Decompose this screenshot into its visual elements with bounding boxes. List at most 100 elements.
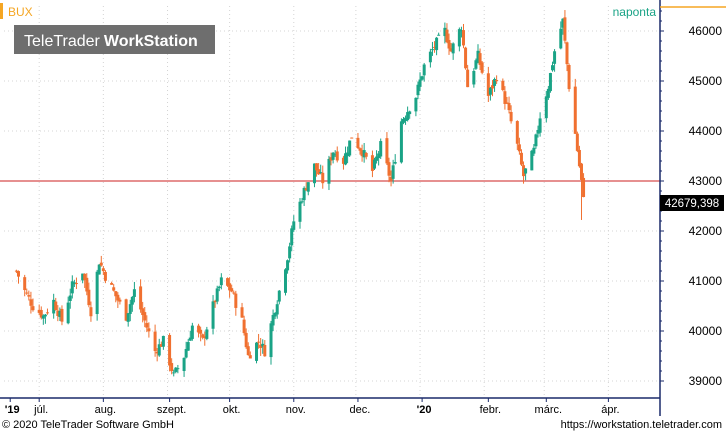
candle-body <box>184 348 188 358</box>
candle-body <box>232 292 236 294</box>
candle <box>271 309 275 332</box>
candle-body <box>350 137 354 139</box>
candle <box>217 285 221 292</box>
candle-body <box>205 329 209 339</box>
candle-body <box>172 372 176 374</box>
candle <box>437 32 441 36</box>
candle-body <box>85 277 89 292</box>
candle <box>184 341 188 359</box>
candle <box>128 299 132 322</box>
candle-body <box>170 363 174 372</box>
candle-body <box>331 152 335 160</box>
x-axis: '19 júl. aug. szept. okt. nov. dec. '20 febr. már… <box>5 398 620 416</box>
candle-body <box>317 169 321 175</box>
candle-body <box>23 277 27 291</box>
interval-label[interactable]: naponta <box>613 5 657 19</box>
candle <box>201 333 205 340</box>
candle-body <box>263 344 267 357</box>
candle <box>275 300 279 319</box>
candle-body <box>230 288 234 292</box>
candle-body <box>524 168 528 174</box>
candle <box>422 62 426 82</box>
candle-body <box>118 299 122 302</box>
candle-body <box>31 306 35 311</box>
candle-body <box>399 121 403 163</box>
candle-body <box>68 295 72 301</box>
candle-body <box>110 282 114 285</box>
brand-bold: WorkStation <box>104 33 198 50</box>
candle-body <box>488 87 492 95</box>
candle <box>519 149 523 167</box>
y-tick-label: 43000 <box>689 174 723 188</box>
candle <box>39 306 43 320</box>
candle-body <box>544 96 548 119</box>
candle <box>116 292 120 308</box>
candle <box>145 315 149 333</box>
candle <box>41 314 45 325</box>
y-tick-label: 39000 <box>689 374 723 388</box>
candle <box>404 115 408 125</box>
candle-body <box>168 335 172 366</box>
candle-body <box>147 328 151 332</box>
y-tick-label: 46000 <box>689 24 723 38</box>
candle-body <box>176 368 180 370</box>
candle-body <box>536 129 540 134</box>
candle-body <box>414 97 418 112</box>
candle <box>58 307 62 321</box>
candle-body <box>404 117 408 121</box>
candle <box>52 293 56 319</box>
candle <box>420 75 424 81</box>
candle-body <box>27 295 31 297</box>
candle <box>474 58 478 70</box>
x-tick-label: márc. <box>535 404 563 416</box>
candle <box>273 312 277 320</box>
candle <box>567 63 571 92</box>
candle <box>159 341 163 347</box>
candle <box>507 96 511 114</box>
candle <box>157 338 161 357</box>
candle-body <box>74 283 78 285</box>
candle-body <box>319 172 323 174</box>
candle <box>70 275 74 299</box>
candle-body <box>81 273 85 281</box>
candle <box>211 295 215 335</box>
website-link[interactable]: https://workstation.teletrader.com <box>560 419 722 431</box>
last-value-badge <box>660 195 724 211</box>
candle-body <box>449 48 453 52</box>
candle <box>168 333 172 372</box>
candle-body <box>360 150 364 157</box>
candle <box>435 36 439 56</box>
candle-body <box>103 271 107 281</box>
candle-body <box>83 273 87 281</box>
last-value-label: 42679,398 <box>665 198 719 210</box>
candle <box>89 301 93 322</box>
candle <box>530 149 534 171</box>
candle <box>174 366 178 374</box>
candle <box>215 285 219 305</box>
candle <box>87 282 91 308</box>
candle <box>85 273 89 296</box>
candle-body <box>132 289 136 297</box>
candle <box>532 144 536 156</box>
candle-body <box>579 163 583 180</box>
candle <box>561 18 565 35</box>
candle <box>391 159 395 184</box>
x-tick-label: ápr. <box>601 404 619 416</box>
candle-body <box>302 187 306 201</box>
candle-body <box>199 329 203 334</box>
candle <box>462 23 466 49</box>
candle <box>449 42 453 53</box>
x-tick-label: júl. <box>33 404 48 416</box>
symbol-label: BUX <box>8 5 33 19</box>
candle-body <box>501 80 505 91</box>
candle-body <box>428 51 432 63</box>
candle <box>230 284 234 293</box>
candle <box>408 110 412 119</box>
candle <box>45 308 49 315</box>
candle-body <box>321 172 325 184</box>
candle <box>246 342 250 356</box>
candle <box>124 298 128 322</box>
candle-body <box>97 264 101 275</box>
candle-body <box>459 30 463 32</box>
candle <box>257 333 261 349</box>
